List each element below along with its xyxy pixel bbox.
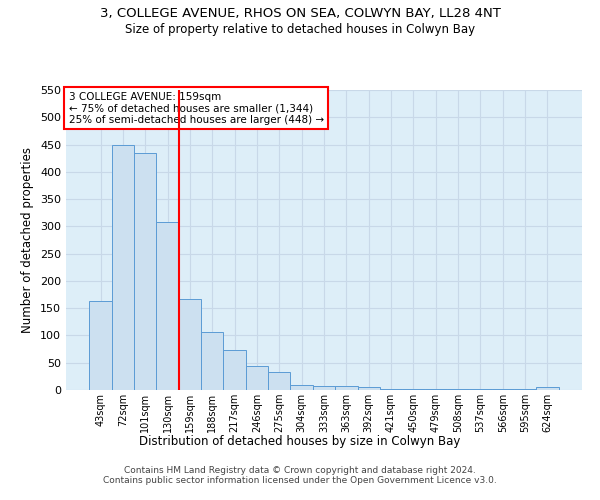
Text: Distribution of detached houses by size in Colwyn Bay: Distribution of detached houses by size … [139,435,461,448]
Bar [134,152,157,390]
Bar [290,384,313,390]
Text: 3 COLLEGE AVENUE: 159sqm
← 75% of detached houses are smaller (1,344)
25% of sem: 3 COLLEGE AVENUE: 159sqm ← 75% of detach… [68,92,324,124]
Bar [179,300,201,390]
Y-axis label: Number of detached properties: Number of detached properties [22,147,34,333]
Bar [89,301,112,390]
Bar [313,386,335,390]
Bar [358,388,380,390]
Bar [335,386,358,390]
Bar [246,366,268,390]
Bar [536,388,559,390]
Bar [112,144,134,390]
Bar [268,372,290,390]
Bar [223,350,246,390]
Bar [157,222,179,390]
Text: 3, COLLEGE AVENUE, RHOS ON SEA, COLWYN BAY, LL28 4NT: 3, COLLEGE AVENUE, RHOS ON SEA, COLWYN B… [100,8,500,20]
Bar [201,332,223,390]
Text: Contains HM Land Registry data © Crown copyright and database right 2024.
Contai: Contains HM Land Registry data © Crown c… [103,466,497,485]
Text: Size of property relative to detached houses in Colwyn Bay: Size of property relative to detached ho… [125,22,475,36]
